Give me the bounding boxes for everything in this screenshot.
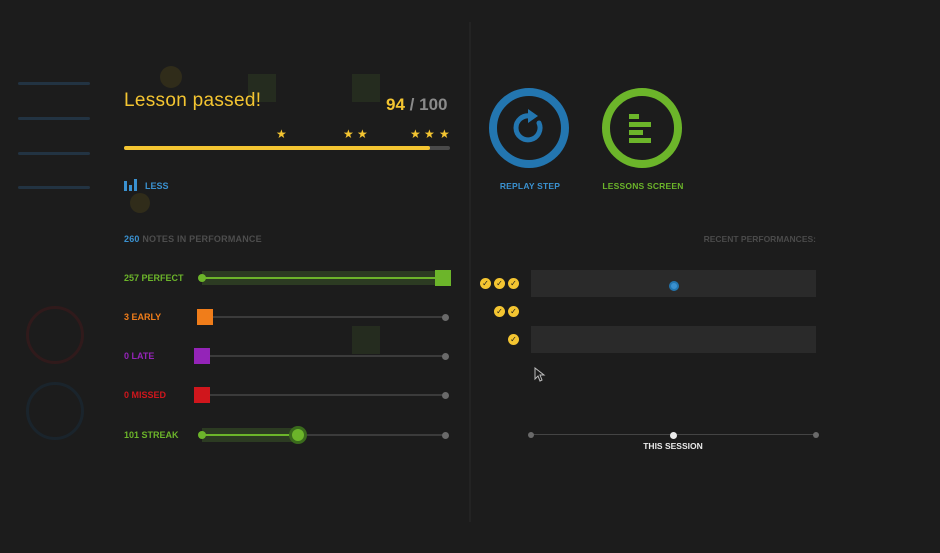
notes-count: 260 bbox=[124, 234, 140, 244]
notes-in-performance: 260 NOTES IN PERFORMANCE bbox=[124, 234, 262, 244]
stat-label-missed: 0 MISSED bbox=[124, 390, 167, 400]
score-separator: / bbox=[409, 95, 415, 114]
early-track-end bbox=[442, 314, 449, 321]
ghost-menu-line bbox=[18, 186, 90, 189]
less-toggle-button[interactable]: LESS bbox=[124, 177, 169, 191]
recent-row-band bbox=[531, 326, 816, 353]
ghost-square bbox=[352, 74, 380, 102]
check-icon: ✓ bbox=[508, 334, 519, 345]
ghost-menu-line bbox=[18, 82, 90, 85]
mouse-cursor-icon bbox=[534, 367, 546, 382]
ghost-square bbox=[248, 74, 276, 102]
star-icon: ★ bbox=[439, 127, 450, 141]
stat-label-streak: 101 STREAK bbox=[124, 430, 179, 440]
star-icon: ★ bbox=[343, 127, 354, 141]
score-max: 100 bbox=[419, 95, 448, 114]
timeline-current-dot bbox=[670, 432, 677, 439]
list-icon bbox=[629, 114, 651, 143]
ghost-square bbox=[352, 326, 380, 354]
late-track bbox=[202, 355, 446, 357]
star-icon: ★ bbox=[424, 127, 435, 141]
streak-handle bbox=[292, 429, 304, 441]
ghost-dot bbox=[130, 193, 150, 213]
early-track bbox=[202, 316, 446, 318]
ghost-dot bbox=[160, 66, 182, 88]
streak-track-end bbox=[442, 432, 449, 439]
late-handle bbox=[194, 348, 210, 364]
check-icon: ✓ bbox=[480, 278, 491, 289]
late-track-end bbox=[442, 353, 449, 360]
this-session-label: THIS SESSION bbox=[643, 441, 703, 451]
perfect-start-dot bbox=[198, 274, 206, 282]
replay-step-button[interactable] bbox=[489, 88, 569, 168]
score-value: 94 bbox=[386, 95, 405, 114]
streak-track bbox=[202, 434, 446, 436]
perfect-fill bbox=[202, 277, 442, 279]
bar-chart-icon bbox=[124, 179, 137, 191]
stat-label-late: 0 LATE bbox=[124, 351, 155, 361]
lessons-screen-label[interactable]: LESSONS SCREEN bbox=[602, 181, 684, 191]
missed-track-end bbox=[442, 392, 449, 399]
star-icon: ★ bbox=[410, 127, 421, 141]
timeline-end-dot bbox=[813, 432, 819, 438]
check-icon: ✓ bbox=[494, 278, 505, 289]
ghost-ring bbox=[26, 306, 84, 364]
notes-label: NOTES IN PERFORMANCE bbox=[142, 234, 262, 244]
check-icon: ✓ bbox=[494, 306, 505, 317]
recent-performances-label: RECENT PERFORMANCES: bbox=[703, 234, 816, 244]
streak-start-dot bbox=[198, 431, 206, 439]
timeline-start-dot bbox=[528, 432, 534, 438]
lesson-result-title: Lesson passed! bbox=[124, 90, 262, 111]
missed-handle bbox=[194, 387, 210, 403]
this-session-marker bbox=[668, 281, 679, 291]
score-display: 94 / 100 bbox=[386, 95, 448, 115]
star-icon: ★ bbox=[276, 127, 287, 141]
replay-icon bbox=[513, 109, 543, 143]
stat-label-early: 3 EARLY bbox=[124, 312, 162, 322]
replay-step-label[interactable]: REPLAY STEP bbox=[499, 181, 561, 191]
score-progress-fill bbox=[124, 146, 431, 150]
streak-fill bbox=[202, 434, 298, 436]
score-progress-bar bbox=[124, 146, 450, 150]
star-icon: ★ bbox=[357, 127, 368, 141]
ghost-menu-line bbox=[18, 152, 90, 155]
stat-label-perfect: 257 PERFECT bbox=[124, 273, 184, 283]
less-toggle-label: LESS bbox=[145, 181, 169, 191]
check-icon: ✓ bbox=[508, 306, 519, 317]
missed-track bbox=[202, 394, 446, 396]
check-icon: ✓ bbox=[508, 278, 519, 289]
ghost-ring bbox=[26, 382, 84, 440]
panel-divider bbox=[469, 22, 471, 522]
early-handle bbox=[197, 309, 213, 325]
lessons-screen-button[interactable] bbox=[602, 88, 682, 168]
ghost-menu-line bbox=[18, 117, 90, 120]
perfect-handle bbox=[435, 270, 451, 286]
